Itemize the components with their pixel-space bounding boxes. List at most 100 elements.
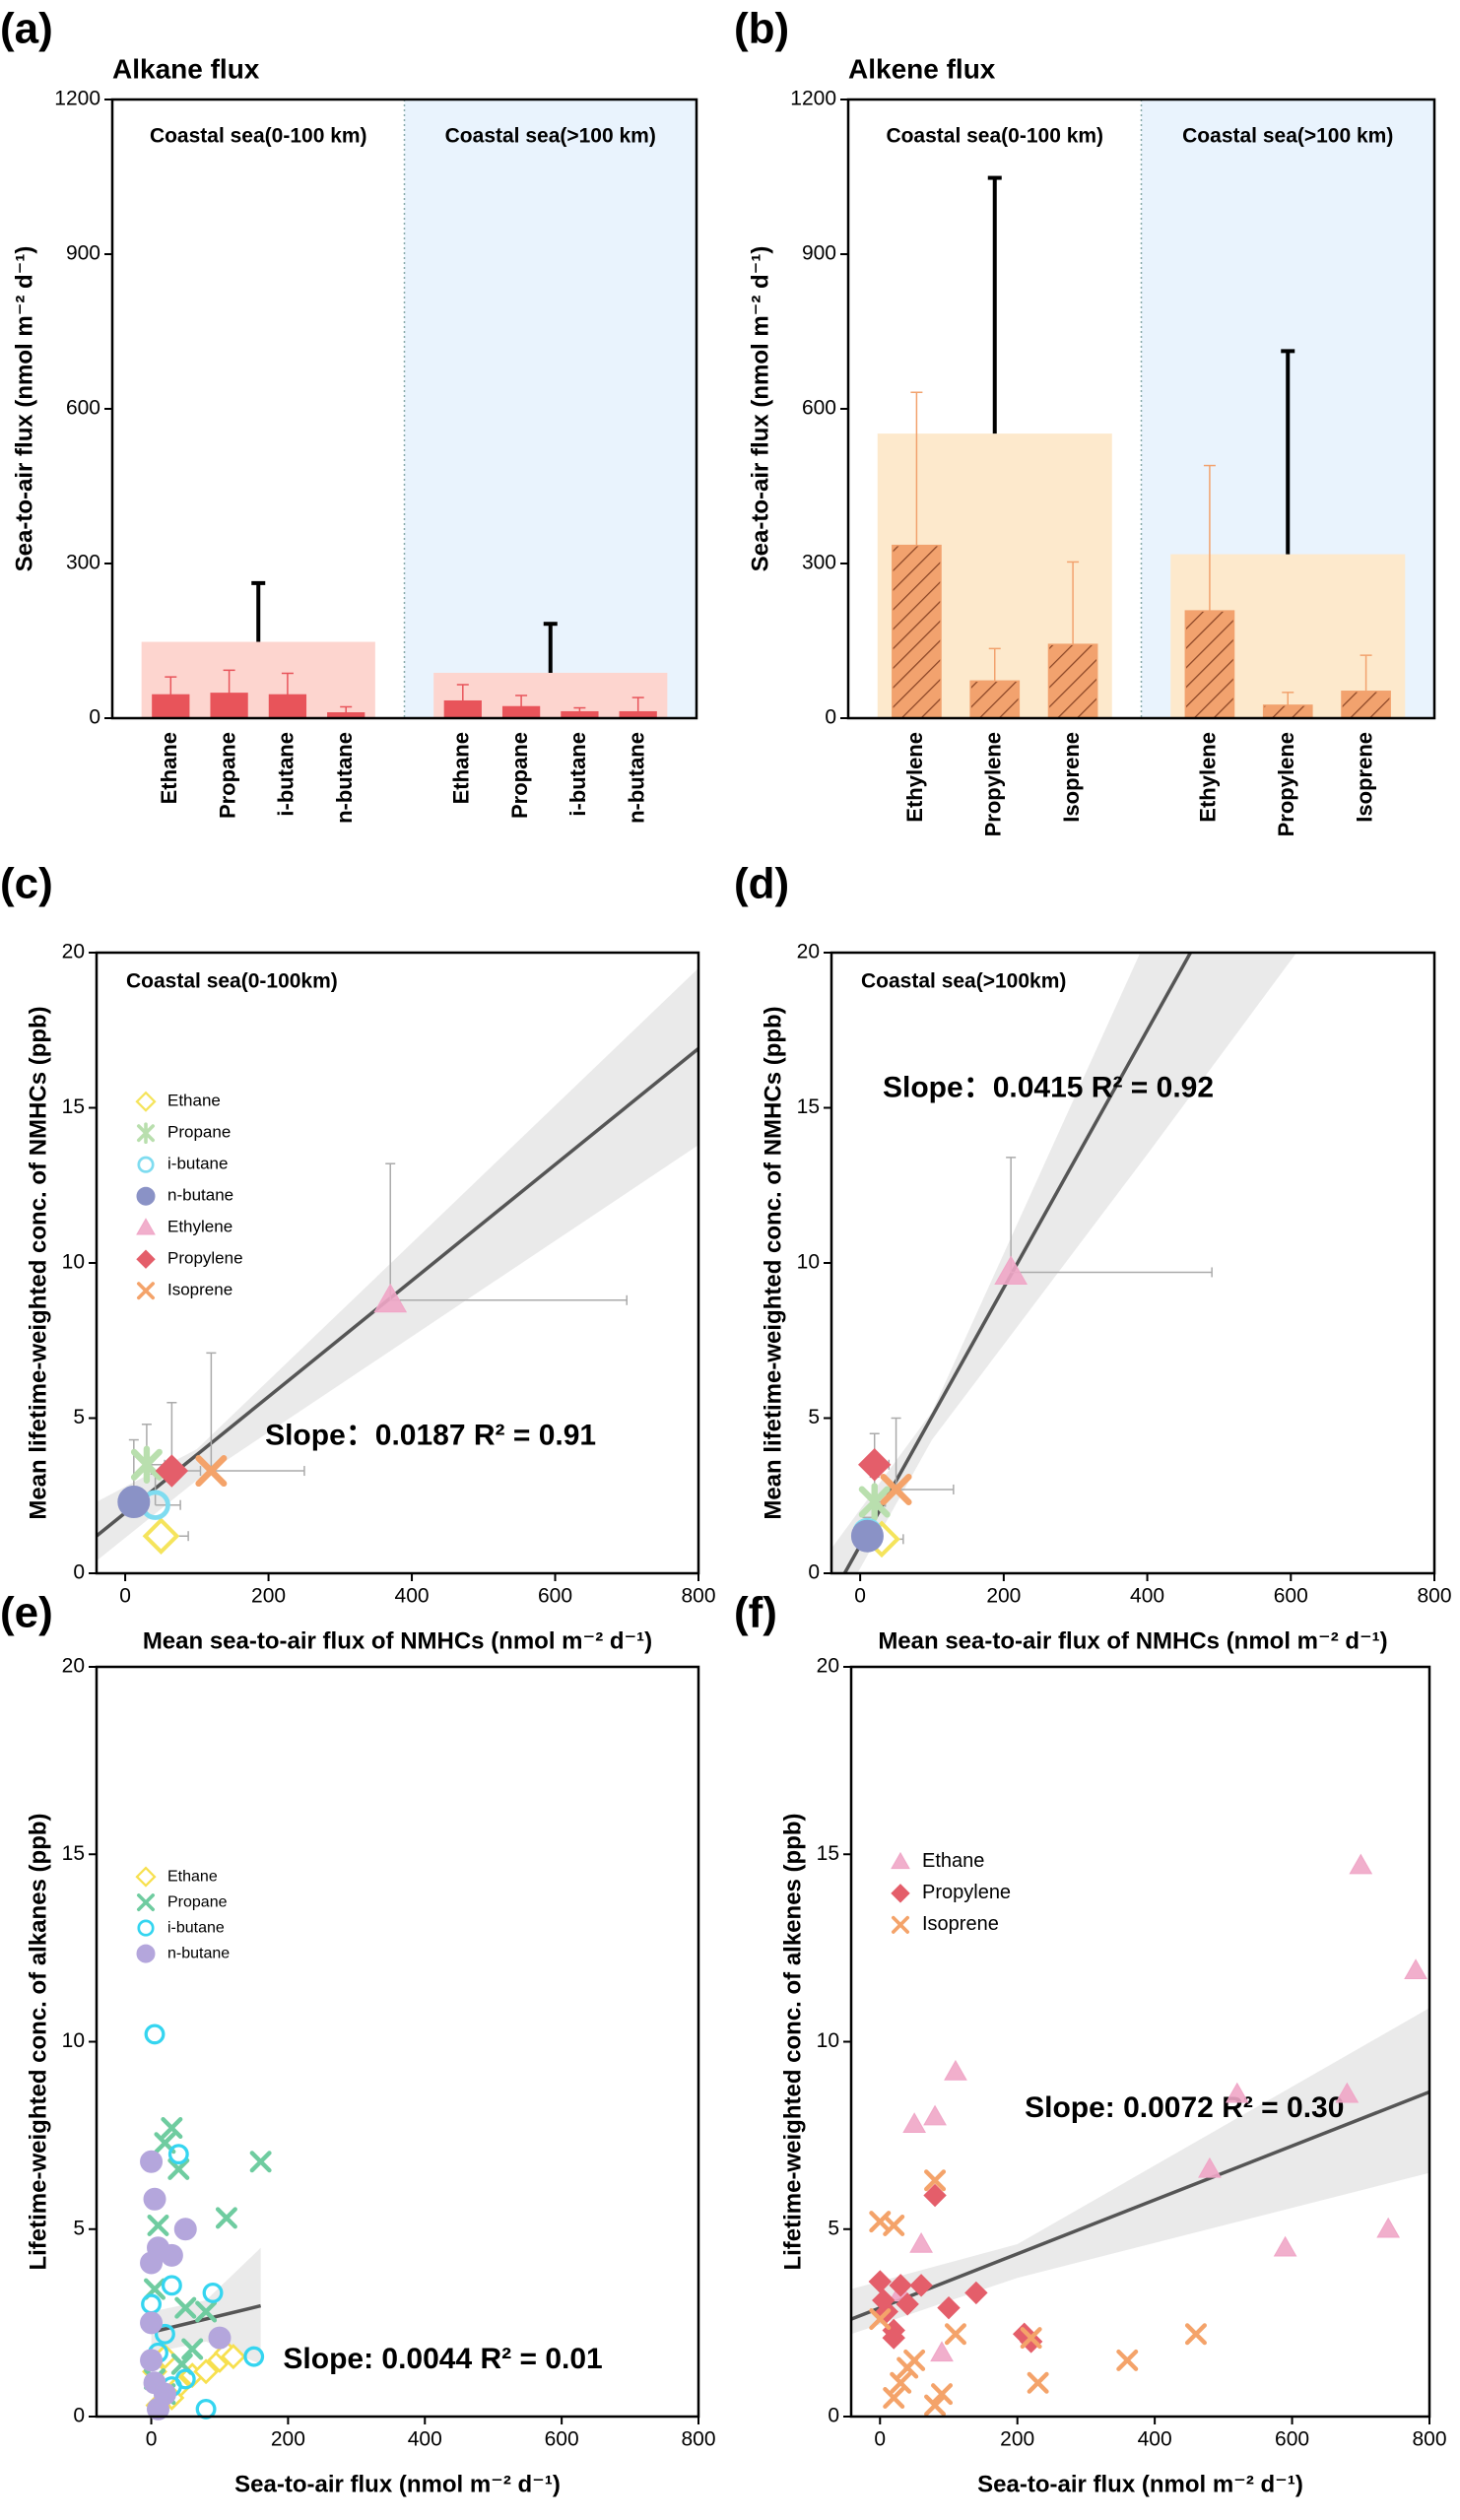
- point: [161, 2275, 182, 2296]
- point: [1335, 2082, 1360, 2103]
- panel-label: (a): [0, 5, 53, 53]
- chart-title: Alkane flux: [112, 53, 260, 84]
- x-tick-label: 0: [854, 1585, 866, 1608]
- y-axis-label: Lifetime-weighted conc. of alkenes (ppb): [779, 1813, 806, 2270]
- category-label: Propylene: [981, 732, 1006, 836]
- legend-marker: [135, 1091, 157, 1112]
- fit-label: Slope: 0.0044 R² = 0.01: [283, 2343, 602, 2375]
- y-tick-label: 5: [828, 2217, 839, 2239]
- point: [195, 1455, 228, 1488]
- confidence-band: [831, 953, 1297, 1573]
- point: [220, 2344, 246, 2370]
- region-label: Coastal sea(0-100 km): [150, 125, 367, 148]
- point: [173, 2218, 197, 2241]
- x-tick-label: 600: [1275, 2428, 1309, 2451]
- point: [944, 2323, 966, 2346]
- point: [1376, 2217, 1401, 2238]
- legend-label: Isoprene: [167, 1281, 232, 1299]
- x-axis-label: Sea-to-air flux (nmol m⁻² d⁻¹): [977, 2471, 1303, 2497]
- fit-label: Slope：0.0415 R² = 0.92: [883, 1072, 1214, 1104]
- bar: [969, 680, 1021, 719]
- legend-label: Ethane: [167, 1868, 218, 1885]
- category-label: Isoprene: [1059, 732, 1084, 823]
- bar: [501, 705, 541, 719]
- x-tick-label: 0: [119, 1585, 131, 1608]
- category-label: Ethylene: [1196, 732, 1221, 823]
- y-tick-label: 5: [73, 2217, 85, 2239]
- point: [154, 2323, 175, 2345]
- legend-label: Isoprene: [922, 1913, 999, 1935]
- y-tick-label: 15: [62, 1095, 85, 1118]
- x-tick-label: 800: [681, 2428, 715, 2451]
- y-axis-label: Mean lifetime-weighted conc. of NMHCs (p…: [760, 1006, 786, 1519]
- x-tick-label: 600: [538, 1585, 572, 1608]
- x-tick-label: 400: [1138, 2428, 1172, 2451]
- bar: [268, 694, 307, 719]
- category-label: Ethane: [157, 732, 181, 804]
- x-tick-label: 400: [1130, 1585, 1164, 1608]
- y-tick-label: 15: [62, 1842, 85, 1865]
- legend-label: Propane: [167, 1123, 231, 1142]
- y-tick-label: 20: [817, 1655, 839, 1678]
- point: [850, 1519, 884, 1553]
- point: [909, 2231, 933, 2253]
- legend-marker: [137, 1919, 155, 1937]
- category-label: Isoprene: [1352, 732, 1376, 823]
- legend-marker: [135, 1866, 157, 1888]
- region-label: Coastal sea(0-100km): [126, 970, 338, 993]
- y-tick-label: 1200: [790, 88, 836, 110]
- point: [994, 1255, 1029, 1285]
- fit-label: Slope：0.0187 R² = 0.91: [265, 1419, 596, 1451]
- group-background: [404, 99, 697, 718]
- point: [923, 2183, 947, 2208]
- region-label: Coastal sea(>100 km): [445, 125, 656, 148]
- y-tick-label: 0: [73, 2405, 85, 2427]
- point: [924, 2169, 947, 2192]
- legend-label: Propane: [167, 1893, 228, 1910]
- x-tick-label: 400: [395, 1585, 430, 1608]
- legend-marker: [137, 1893, 155, 1912]
- point: [142, 1517, 180, 1556]
- y-tick-label: 15: [817, 1842, 839, 1865]
- y-tick-label: 0: [808, 1561, 820, 1584]
- y-axis-label: Sea-to-air flux (nmol m⁻² d⁻¹): [747, 246, 773, 572]
- fit-label: Slope: 0.0072 R² = 0.30: [1025, 2091, 1344, 2124]
- point: [1019, 2330, 1043, 2354]
- x-tick-label: 200: [986, 1585, 1021, 1608]
- x-tick-label: 0: [146, 2428, 158, 2451]
- y-tick-label: 300: [66, 552, 100, 574]
- bar: [1184, 610, 1235, 719]
- y-tick-label: 10: [797, 1251, 820, 1274]
- point: [143, 2187, 166, 2211]
- category-label: Propane: [215, 732, 239, 819]
- point: [249, 2151, 272, 2173]
- legend-label: i-butane: [167, 1155, 228, 1173]
- y-tick-label: 10: [62, 2029, 85, 2052]
- x-tick-label: 600: [1274, 1585, 1308, 1608]
- point: [373, 1283, 408, 1313]
- y-tick-label: 5: [73, 1406, 85, 1428]
- y-tick-label: 5: [808, 1406, 820, 1428]
- legend-marker: [137, 1122, 155, 1144]
- point: [923, 2104, 947, 2126]
- point: [880, 1473, 912, 1505]
- y-tick-label: 20: [797, 941, 820, 963]
- point: [167, 2144, 189, 2165]
- y-tick-label: 20: [62, 941, 85, 963]
- panel-label: (e): [0, 1589, 53, 1637]
- point: [882, 2326, 905, 2350]
- point: [1404, 1958, 1427, 1979]
- point: [193, 2358, 220, 2385]
- category-label: Propane: [507, 732, 532, 819]
- x-tick-label: 0: [874, 2428, 886, 2451]
- point: [144, 2023, 166, 2045]
- region-label: Coastal sea(>100 km): [1182, 125, 1393, 148]
- x-tick-label: 200: [251, 1585, 286, 1608]
- point: [155, 1454, 189, 1488]
- point: [1020, 2327, 1042, 2350]
- point: [858, 1448, 892, 1482]
- point: [195, 2398, 217, 2420]
- panel-label: (d): [734, 860, 789, 908]
- point: [931, 2383, 954, 2406]
- fit-line: [97, 1046, 698, 1538]
